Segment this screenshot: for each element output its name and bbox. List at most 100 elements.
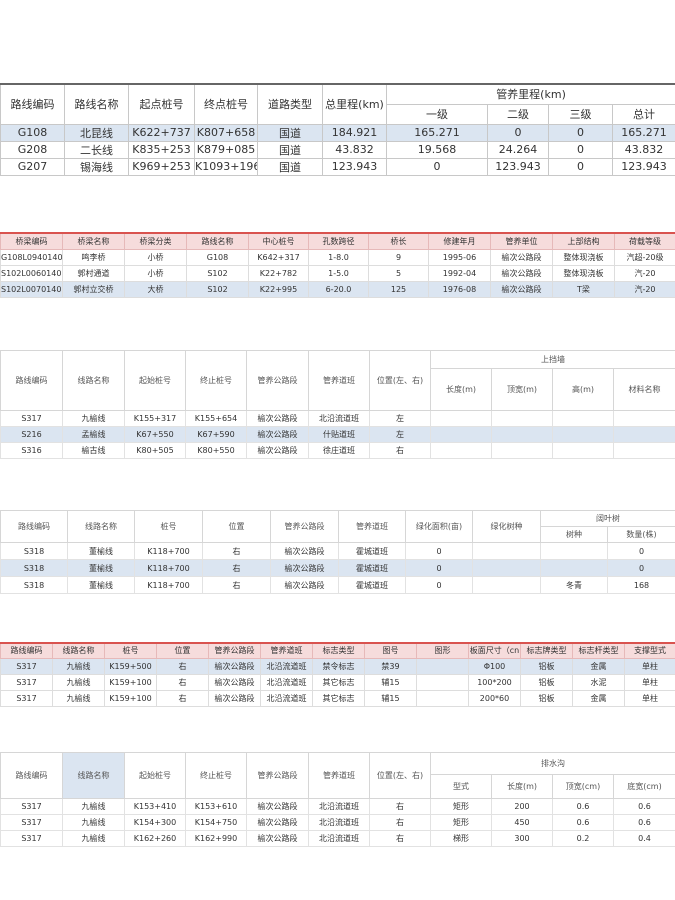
cell: 北沿流道班 [260,689,313,707]
header-cell: 线路名称 [52,642,105,659]
table-row: S317 九榆线 K154+300 K154+750 榆次公路段 北沿流道班右矩形 450 0… [0,814,675,831]
data-table: 路线编码 线路名称 起始桩号 终止桩号 管养公路段 管养道班 位置(左、右) 上挡墙 长度(m)… [0,350,675,459]
table-header: 路线编码 线路名称 起始桩号 终止桩号 管养公路段 管养道班 位置(左、右) 排水沟 型式 长度(… [0,752,675,799]
header-group: 排水沟 [430,752,675,775]
cell: 郭村通道 [62,264,125,282]
header-group: 阔叶树 [540,510,675,527]
cell: K118+700 [134,542,203,560]
cell: 0 [386,157,488,176]
cell [416,673,469,691]
data-table: 路线编码 路线名称 起点桩号 终点桩号 道路类型 总里程(km) 管养里程(km) 一级 二级三… [0,83,675,176]
cell: 董榆线 [67,559,135,577]
cell: K642+317 [248,248,309,266]
table-header: 路线编码 线路名称 桩号 位置 管养公路段 管养道班 标志类型 图号 图形 板面尺寸（cn 标志牌类… [0,642,675,659]
cell: 0.6 [552,814,614,831]
cell [416,689,469,707]
table-row: G207 锡海线 K969+253 K1093+196 国道 123.943 0 123.94… [0,157,675,176]
cell: 锡海线 [64,157,129,176]
cell: 禁39 [364,657,417,675]
table-body: S317 九榆线 K153+410 K153+610 榆次公路段 北沿流道班右矩形 200 0… [0,798,675,847]
cell: 汽超-20级 [614,248,675,266]
header-row: 路线编码 线路名称 起始桩号 终止桩号 管养公路段 管养道班 位置(左、右) 上挡墙 [0,350,675,411]
header-cell: 管养道班 [338,510,406,543]
cell: 国道 [257,123,323,142]
header-cell: 长度(m) [491,774,553,799]
header-cell: 修建年月 [428,232,491,250]
header-cell: 路线编码 [0,642,53,659]
cell: 榆次公路段 [246,426,309,443]
cell: 右 [202,559,271,577]
cell: 榆次公路段 [246,798,309,815]
cell: 北沿流道班 [308,410,370,427]
cell: S318 [0,542,68,560]
table-body: G108L09401407 鸣李桥 小桥 G108 K642+317 1-8.0 9 1995… [0,248,675,298]
cell: S318 [0,576,68,594]
cell: S317 [0,689,53,707]
header-cell: 位置 [202,510,271,543]
cell [491,410,553,427]
table-row: S318 董榆线 K118+700 右榆次公路段 霍城道班 0 0 [0,559,675,577]
header-cell: 终止桩号 [185,350,247,411]
cell: 其它标志 [312,689,365,707]
cell [613,426,675,443]
cell: K155+654 [185,410,247,427]
cell: 什贴道班 [308,426,370,443]
cell: 200 [491,798,553,815]
cell: 冬青 [540,576,608,594]
header-cell: 线路名称 [62,350,125,411]
cell: 43.832 [322,140,387,159]
cell [552,426,614,443]
cell: K879+085 [194,140,258,159]
cell: 辅15 [364,673,417,691]
table-row: S317 九榆线 K159+100 右榆次公路段 北沿流道班 其它标志 辅15 200*60 铝… [0,689,675,707]
header-cell: 上部结构 [552,232,615,250]
cell: 北昆线 [64,123,129,142]
cell: 国道 [257,157,323,176]
cell [472,559,541,577]
cell [552,442,614,459]
header-group: 管养里程(km) [385,83,675,105]
cell: 1992-04 [428,264,491,282]
cell: 北沿流道班 [260,673,313,691]
cell: 霍城道班 [338,576,406,594]
cell: 榆次公路段 [208,657,261,675]
header-cell: 材料名称 [613,368,675,411]
header-row: 路线编码 路线名称 起点桩号 终点桩号 道路类型 总里程(km) 管养里程(km) [0,83,675,125]
header-cell: 管养公路段 [208,642,261,659]
cell: 右 [156,673,209,691]
cell: S318 [0,559,68,577]
cell: 矩形 [430,798,492,815]
cell: G108 [186,248,249,266]
cell: 金属 [572,689,625,707]
cell: 孟榆线 [62,426,125,443]
cell: 165.271 [386,123,488,142]
header-row: 长度(m) 顶宽(m) 高(m) 材料名称 [1,368,675,411]
cell: 矩形 [430,814,492,831]
header-cell: 顶宽(m) [491,368,553,411]
cell: 铝板 [520,657,573,675]
cell: S317 [0,814,63,831]
cell: 100*200 [468,673,521,691]
cell: K67+550 [124,426,186,443]
cell: G108 [0,123,65,142]
header-cell: 标志牌类型 [520,642,573,659]
table-row: S318 董榆线 K118+700 右榆次公路段 霍城道班 0 冬青 168 [0,576,675,594]
cell: S102 [186,264,249,282]
cell: Φ100 [468,657,521,675]
cell: 北沿流道班 [308,830,370,847]
cell: 九榆线 [52,673,105,691]
data-table: 桥梁编码 桥梁名称 桥梁分类 路线名称 中心桩号 孔数跨径 桥长 修建年月 管养单位 上部结构 荷载… [0,232,675,298]
cell: 榆次公路段 [208,673,261,691]
cell: 168 [607,576,675,594]
cell [472,542,541,560]
header-cell: 起点桩号 [128,83,195,125]
cell: 九榆线 [52,689,105,707]
cell: 郭村立交桥 [62,280,125,298]
cell: K159+500 [104,657,157,675]
cell: 左 [369,426,431,443]
header-row: 路线编码 线路名称 桩号 位置 管养公路段 管养道班 绿化面积(亩) 绿化树种 阔叶树 [0,510,675,543]
cell: 右 [202,542,271,560]
table-header: 路线编码 线路名称 桩号 位置 管养公路段 管养道班 绿化面积(亩) 绿化树种 阔叶树 树种 数量(… [0,510,675,543]
table-row: G108L09401407 鸣李桥 小桥 G108 K642+317 1-8.0 9 1995… [0,248,675,266]
cell [613,442,675,459]
